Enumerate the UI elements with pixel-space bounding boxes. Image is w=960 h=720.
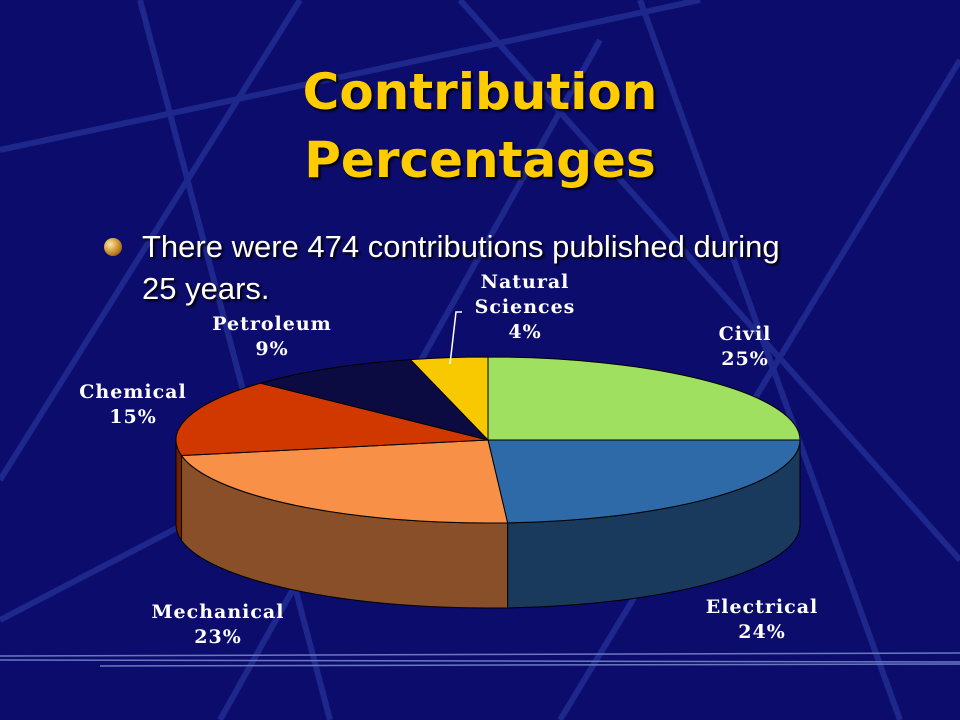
value-label: 4%: [508, 321, 542, 343]
pie-chart: [175, 356, 801, 609]
category-label: Natural Sciences: [474, 271, 576, 318]
slice-label: Electrical 24%: [662, 595, 862, 645]
slice-label: Chemical 15%: [33, 380, 233, 430]
category-label: Mechanical: [151, 601, 285, 623]
pie-slice: [258, 359, 490, 441]
pie-slice: [180, 439, 509, 524]
category-label: Chemical: [79, 381, 187, 403]
pie-slice: [487, 356, 801, 441]
slice-label: Petroleum 9%: [172, 312, 372, 362]
pie-slice: [409, 356, 489, 442]
chart-title: Contribution Percentages: [302, 63, 658, 189]
category-label: Civil: [718, 323, 772, 345]
value-label: 24%: [738, 621, 786, 643]
slice-label: Civil 25%: [645, 322, 845, 372]
bullet-text: There were 474 contributions published d…: [142, 229, 780, 306]
value-label: 23%: [194, 626, 242, 648]
value-label: 9%: [255, 338, 289, 360]
bullet-icon: [104, 238, 122, 256]
category-label: Petroleum: [212, 313, 332, 335]
pie-slice: [487, 439, 801, 524]
category-label: Electrical: [705, 596, 819, 618]
slice-label: Natural Sciences 4%: [470, 270, 580, 345]
leader-line: [449, 311, 462, 365]
value-label: 15%: [109, 406, 157, 428]
bottom-lines: [0, 652, 960, 667]
value-label: 25%: [721, 348, 769, 370]
slice-label: Mechanical 23%: [118, 600, 318, 650]
pie-slice: [175, 382, 489, 457]
